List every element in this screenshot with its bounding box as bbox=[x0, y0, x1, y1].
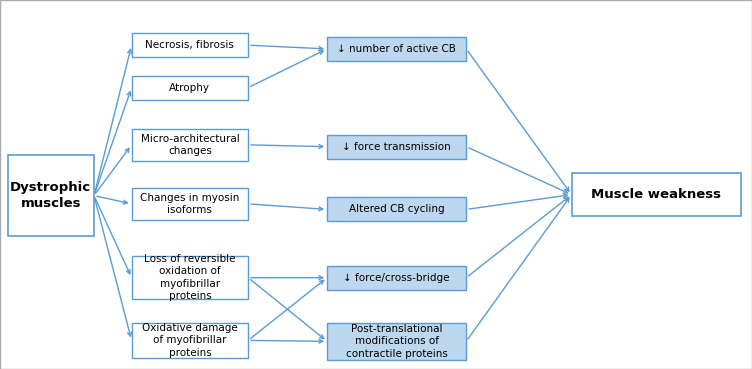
Text: Changes in myosin
isoforms: Changes in myosin isoforms bbox=[140, 193, 240, 215]
FancyBboxPatch shape bbox=[132, 33, 248, 57]
Text: ↓ number of active CB: ↓ number of active CB bbox=[337, 44, 456, 54]
FancyBboxPatch shape bbox=[132, 188, 248, 220]
FancyBboxPatch shape bbox=[132, 256, 248, 299]
FancyBboxPatch shape bbox=[572, 173, 741, 216]
FancyBboxPatch shape bbox=[327, 266, 466, 290]
FancyBboxPatch shape bbox=[132, 323, 248, 358]
Text: Loss of reversible
oxidation of
myofibrillar
proteins: Loss of reversible oxidation of myofibri… bbox=[144, 254, 235, 301]
Text: Atrophy: Atrophy bbox=[169, 83, 211, 93]
FancyBboxPatch shape bbox=[327, 37, 466, 61]
Text: ↓ force transmission: ↓ force transmission bbox=[342, 142, 451, 152]
FancyBboxPatch shape bbox=[132, 76, 248, 100]
FancyBboxPatch shape bbox=[327, 323, 466, 360]
Text: Muscle weakness: Muscle weakness bbox=[591, 188, 721, 201]
Text: Altered CB cycling: Altered CB cycling bbox=[349, 204, 444, 214]
FancyBboxPatch shape bbox=[327, 135, 466, 159]
Text: ↓ force/cross-bridge: ↓ force/cross-bridge bbox=[344, 273, 450, 283]
FancyBboxPatch shape bbox=[132, 129, 248, 161]
FancyBboxPatch shape bbox=[8, 155, 94, 236]
Text: Post-translational
modifications of
contractile proteins: Post-translational modifications of cont… bbox=[346, 324, 447, 359]
FancyBboxPatch shape bbox=[327, 197, 466, 221]
Text: Dystrophic
muscles: Dystrophic muscles bbox=[11, 181, 91, 210]
Text: Necrosis, fibrosis: Necrosis, fibrosis bbox=[145, 40, 235, 50]
Text: Micro-architectural
changes: Micro-architectural changes bbox=[141, 134, 239, 156]
Text: Oxidative damage
of myofibrillar
proteins: Oxidative damage of myofibrillar protein… bbox=[142, 323, 238, 358]
